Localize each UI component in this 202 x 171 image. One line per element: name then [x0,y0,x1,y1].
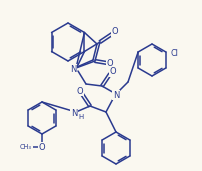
Text: O: O [112,28,118,36]
Text: N: N [71,109,77,117]
Text: O: O [77,87,83,95]
Text: N: N [70,64,76,74]
Text: Cl: Cl [171,49,179,58]
Text: H: H [78,114,84,120]
Text: O: O [39,142,45,152]
Text: N: N [113,90,119,100]
Text: O: O [107,58,113,68]
Text: O: O [110,68,116,76]
Text: CH₃: CH₃ [20,144,32,150]
